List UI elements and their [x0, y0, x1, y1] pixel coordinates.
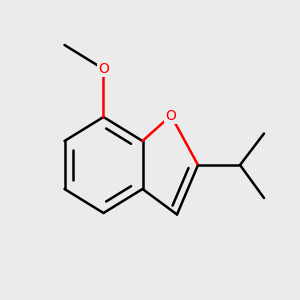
Text: O: O	[98, 62, 109, 76]
Text: O: O	[166, 109, 176, 122]
